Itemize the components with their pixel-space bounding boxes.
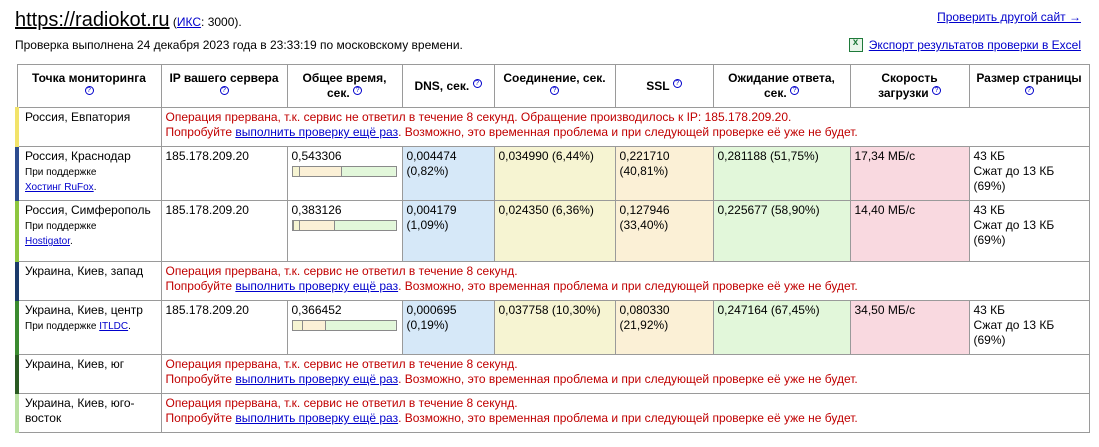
timing-bar-wait (334, 221, 396, 230)
table-row: Россия, Евпатория Операция прервана, т.к… (15, 107, 1090, 147)
location-cell: Украина, Киев, юго-восток (15, 393, 162, 433)
speed-cell: 17,34 МБ/с (849, 146, 970, 201)
retry-link[interactable]: выполнить проверку ещё раз (235, 372, 399, 386)
table-row: Россия, Краснодар При поддержке Хостинг R… (15, 146, 1090, 201)
col-size: Размер страницы ? (968, 64, 1090, 108)
timing-bar-wait (342, 167, 396, 176)
results-table: Точка мониторинга? IP вашего сервера? Об… (15, 64, 1090, 433)
location-cell: Россия, Симферополь При поддержке Hostiga… (15, 200, 162, 262)
export-excel-link[interactable]: Экспорт результатов проверки в Excel (868, 38, 1081, 52)
location-cell: Украина, Киев, запад (15, 261, 162, 301)
timing-bar-dns (292, 221, 294, 230)
location-cell: Украина, Киев, юг (15, 354, 162, 394)
help-icon[interactable]: ? (219, 86, 229, 95)
excel-icon (848, 37, 863, 52)
location-cell: Украина, Киев, центр При поддержке ITLDC… (15, 300, 162, 355)
sponsor-link[interactable]: Хостинг RuFox (25, 182, 94, 193)
location-cell: Россия, Евпатория (15, 107, 162, 147)
col-dns: DNS, сек. ? (401, 64, 495, 108)
sponsor-link[interactable]: Hostigator (25, 236, 71, 247)
col-conn: Соединение, сек. ? (493, 64, 616, 108)
error-cell: Операция прервана, т.к. сервис не ответи… (160, 107, 1090, 147)
wait-cell: 0,247164 (67,45%) (712, 300, 851, 355)
conn-cell: 0,037758 (10,30%) (493, 300, 616, 355)
dns-cell: 0,004179 (1,09%) (401, 200, 495, 262)
site-url-link[interactable]: https://radiokot.ru (15, 9, 170, 31)
dns-cell: 0,000695 (0,19%) (401, 300, 495, 355)
wait-cell: 0,225677 (58,90%) (712, 200, 851, 262)
ssl-cell: 0,127946 (33,40%) (614, 200, 714, 262)
timing-bar-conn (292, 321, 304, 330)
error-cell: Операция прервана, т.к. сервис не ответи… (160, 393, 1090, 433)
size-cell: 43 КБ Сжат до 13 КБ (69%) (968, 200, 1090, 262)
retry-link[interactable]: выполнить проверку ещё раз (235, 411, 399, 425)
total-cell: 0,366452 (286, 300, 403, 355)
location-cell: Россия, Краснодар При поддержке Хостинг R… (15, 146, 162, 201)
col-wait: Ожидание ответа, сек. ? (712, 64, 851, 108)
help-icon[interactable]: ? (931, 86, 941, 95)
timing-bar (291, 320, 397, 331)
total-cell: 0,543306 (286, 146, 403, 201)
wait-cell: 0,281188 (51,75%) (712, 146, 851, 201)
ip-cell: 185.178.209.20 (160, 146, 288, 201)
speed-cell: 14,40 МБ/с (849, 200, 970, 262)
ip-cell: 185.178.209.20 (160, 200, 288, 262)
table-row: Украина, Киев, запад Операция прервана, … (15, 261, 1090, 301)
dns-cell: 0,004474 (0,82%) (401, 146, 495, 201)
table-row: Украина, Киев, центр При поддержке ITLDC… (15, 300, 1090, 355)
help-icon[interactable]: ? (1024, 86, 1034, 95)
timing-bar-conn (293, 167, 300, 176)
export-excel[interactable]: Экспорт результатов проверки в Excel (848, 37, 1081, 52)
table-row: Украина, Киев, юг Операция прервана, т.к… (15, 354, 1090, 394)
help-icon[interactable]: ? (550, 86, 559, 95)
sponsor-link[interactable]: ITLDC (99, 321, 129, 332)
timing-bar-conn (293, 221, 301, 230)
error-cell: Операция прервана, т.к. сервис не ответи… (160, 261, 1090, 301)
size-cell: 43 КБ Сжат до 13 КБ (69%) (968, 300, 1090, 355)
timing-bar-ssl (303, 321, 326, 330)
col-ip: IP вашего сервера? (160, 64, 288, 108)
help-icon[interactable]: ? (353, 86, 363, 95)
col-speed: Скорость загрузки ? (849, 64, 970, 108)
conn-cell: 0,024350 (6,36%) (493, 200, 616, 262)
check-time: Проверка выполнена 24 декабря 2023 года … (15, 38, 463, 52)
retry-link[interactable]: выполнить проверку ещё раз (235, 125, 399, 139)
timing-bar (291, 166, 397, 177)
ip-cell: 185.178.209.20 (160, 300, 288, 355)
ssl-cell: 0,080330 (21,92%) (614, 300, 714, 355)
speed-cell: 34,50 МБ/с (849, 300, 970, 355)
timing-bar (291, 220, 397, 231)
ssl-cell: 0,221710 (40,81%) (614, 146, 714, 201)
timing-bar-dns (292, 167, 294, 176)
retry-link[interactable]: выполнить проверку ещё раз (235, 279, 399, 293)
iks-link[interactable]: ИКС (176, 15, 202, 29)
help-icon[interactable]: ? (790, 86, 800, 95)
table-row: Украина, Киев, юго-восток Операция прерв… (15, 393, 1090, 433)
check-other-site-link[interactable]: Проверить другой сайт → (937, 10, 1081, 24)
size-cell: 43 КБ Сжат до 13 КБ (69%) (968, 146, 1090, 201)
help-icon[interactable]: ? (672, 78, 682, 88)
col-ssl: SSL ? (614, 64, 714, 108)
error-cell: Операция прервана, т.к. сервис не ответи… (160, 354, 1090, 394)
help-icon[interactable]: ? (472, 78, 482, 88)
total-cell: 0,383126 (286, 200, 403, 262)
table-row: Россия, Симферополь При поддержке Hostiga… (15, 200, 1090, 262)
conn-cell: 0,034990 (6,44%) (493, 146, 616, 201)
col-point: Точка мониторинга? (16, 64, 162, 108)
timing-bar-ssl (299, 167, 342, 176)
site-heading: https://radiokot.ru (ИКС: 3000). (15, 9, 242, 32)
col-total: Общее время, сек. ? (286, 64, 403, 108)
timing-bar-wait (325, 321, 396, 330)
table-header-row: Точка мониторинга? IP вашего сервера? Об… (16, 64, 1090, 108)
timing-bar-ssl (300, 221, 335, 230)
help-icon[interactable]: ? (84, 86, 94, 95)
iks-info: (ИКС: 3000). (169, 15, 242, 29)
